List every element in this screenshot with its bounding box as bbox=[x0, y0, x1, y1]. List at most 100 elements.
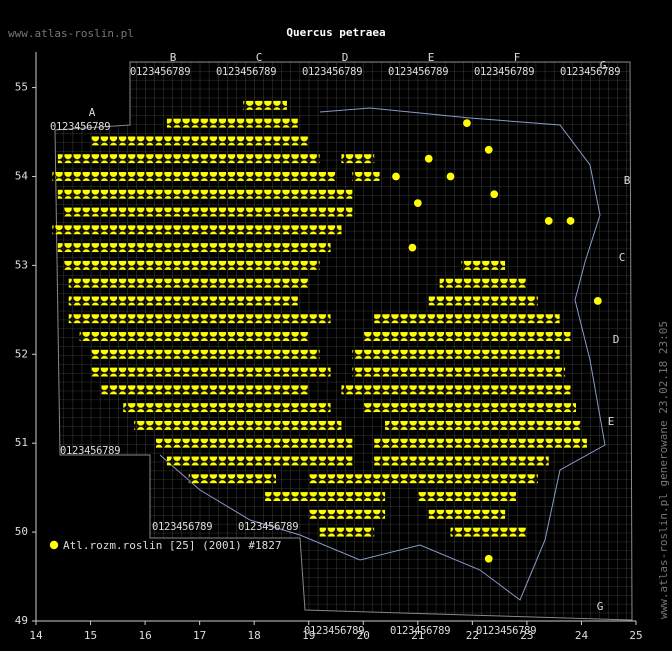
occurrence-band bbox=[156, 438, 353, 448]
grid-digits: 0123456789 bbox=[476, 625, 536, 637]
occurrence-band bbox=[374, 314, 560, 324]
occurrence-band bbox=[363, 403, 576, 413]
y-tick-label: 51 bbox=[15, 436, 28, 449]
map-title: Quercus petraea bbox=[286, 26, 385, 39]
occurrence-point bbox=[407, 243, 417, 253]
grid-digits: 0123456789 bbox=[304, 625, 364, 637]
occurrence-point bbox=[566, 216, 576, 226]
occurrence-band bbox=[428, 509, 506, 519]
occurrence-band bbox=[101, 385, 309, 395]
grid-letter: D bbox=[342, 51, 349, 64]
occurrence-band bbox=[243, 100, 287, 110]
legend-marker bbox=[49, 540, 59, 550]
grid-letter: B bbox=[624, 174, 631, 187]
occurrence-band bbox=[166, 456, 353, 466]
x-tick-label: 20 bbox=[357, 629, 370, 642]
grid-digits: 0123456789 bbox=[474, 66, 534, 78]
x-tick-label: 18 bbox=[248, 629, 261, 642]
occurrence-band bbox=[90, 349, 320, 359]
grid-letter: C bbox=[619, 251, 626, 264]
occurrence-band bbox=[52, 225, 342, 235]
occurrence-band bbox=[352, 367, 566, 377]
occurrence-point bbox=[544, 216, 554, 226]
border bbox=[159, 107, 606, 601]
x-tick-label: 19 bbox=[302, 629, 315, 642]
site-label: www.atlas-roslin.pl bbox=[8, 27, 134, 40]
grid-letter: B bbox=[170, 51, 177, 64]
x-tick-label: 23 bbox=[520, 629, 533, 642]
occurrence-band bbox=[308, 509, 386, 519]
x-tick-label: 22 bbox=[466, 629, 479, 642]
grid-digits: 0123456789 bbox=[238, 521, 298, 533]
occurrence-band bbox=[79, 332, 309, 341]
grid-letter: E bbox=[608, 415, 615, 428]
y-tick-label: 55 bbox=[15, 81, 28, 94]
x-tick-label: 25 bbox=[629, 629, 642, 642]
grid-digits: 0123456789 bbox=[130, 66, 190, 78]
footer-label: www.atlas-roslin.pl generowane 23.02.18 … bbox=[657, 321, 670, 619]
x-tick-label: 15 bbox=[84, 629, 97, 642]
grid-digits: 0123456789 bbox=[388, 66, 448, 78]
y-tick-label: 53 bbox=[15, 258, 28, 271]
occurrence-point bbox=[484, 145, 494, 155]
occurrence-band bbox=[417, 492, 516, 501]
occurrence-band bbox=[57, 243, 331, 253]
occurrence-band bbox=[374, 456, 549, 466]
grid-digits: 0123456789 bbox=[152, 521, 212, 533]
occurrence-band bbox=[308, 474, 538, 484]
y-tick-label: 54 bbox=[15, 169, 29, 182]
x-tick-label: 24 bbox=[575, 629, 589, 642]
grid-digits: 0123456789 bbox=[216, 66, 276, 78]
occurrence-band bbox=[52, 172, 336, 181]
occurrence-point bbox=[462, 118, 472, 128]
grid-letter: G bbox=[600, 59, 607, 72]
occurrence-point bbox=[489, 189, 499, 199]
x-tick-label: 16 bbox=[138, 629, 151, 642]
x-tick-label: 21 bbox=[411, 629, 424, 642]
occurrence-band bbox=[68, 278, 309, 288]
occurrence-band bbox=[352, 172, 380, 181]
grid-letter: E bbox=[428, 51, 435, 64]
occurrence-band bbox=[134, 420, 342, 430]
grid-digits: 0123456789 bbox=[390, 625, 450, 637]
occurrence-point bbox=[413, 198, 423, 208]
occurrence-band bbox=[319, 527, 375, 537]
occurrence-band bbox=[188, 474, 276, 484]
occurrence-band bbox=[57, 154, 320, 164]
grid-letter: D bbox=[613, 333, 620, 346]
marks bbox=[52, 100, 603, 564]
occurrence-band bbox=[428, 296, 538, 306]
occurrence-point bbox=[593, 296, 603, 306]
grid-letter: G bbox=[597, 600, 604, 613]
occurrence-band bbox=[374, 438, 587, 448]
x-tick-label: 14 bbox=[29, 629, 43, 642]
grid-digits: 0123456789 bbox=[50, 121, 110, 133]
occurrence-band bbox=[68, 296, 298, 306]
occurrence-band bbox=[90, 367, 331, 377]
grid-digits: 0123456789 bbox=[302, 66, 362, 78]
grid-digits: 0123456789 bbox=[560, 66, 620, 78]
occurrence-band bbox=[461, 260, 506, 270]
occurrence-band bbox=[352, 349, 560, 359]
occurrence-band bbox=[265, 492, 386, 501]
grid-letter: F bbox=[514, 51, 521, 64]
occurrence-band bbox=[123, 403, 331, 413]
occurrence-band bbox=[63, 207, 353, 217]
occurrence-point bbox=[446, 171, 456, 181]
occurrence-point bbox=[424, 154, 434, 164]
occurrence-band bbox=[363, 332, 571, 341]
occurrence-point bbox=[391, 171, 401, 181]
occurrence-band bbox=[68, 314, 331, 324]
grid-letter: A bbox=[89, 106, 96, 119]
occurrence-point bbox=[484, 554, 494, 564]
grid-digits: 0123456789 bbox=[60, 445, 120, 457]
y-tick-label: 50 bbox=[15, 525, 28, 538]
y-tick-label: 49 bbox=[15, 614, 28, 627]
occurrence-band bbox=[57, 189, 353, 199]
occurrence-band bbox=[90, 136, 309, 146]
occurrence-band bbox=[450, 527, 527, 537]
x-tick-label: 17 bbox=[193, 629, 206, 642]
occurrence-band bbox=[341, 385, 571, 395]
legend-label: Atl.rozm.roslin [25] (2001) #1827 bbox=[63, 539, 282, 552]
